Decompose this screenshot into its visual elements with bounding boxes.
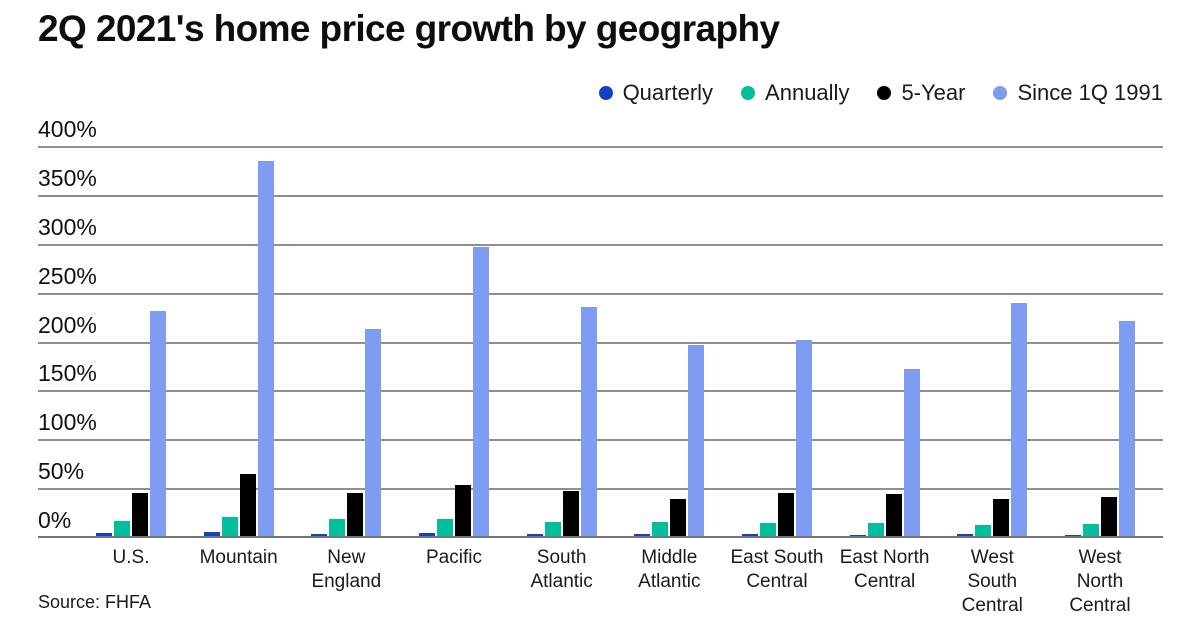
bar-annually-middle-atlantic [652,521,669,538]
y-tick-label-50: 50% [38,458,85,485]
legend-label-quarterly: Quarterly [622,80,714,105]
y-tick-label-350: 350% [38,164,97,191]
legend-dot-5-year [877,86,892,100]
x-tick-label-west-south-central: West South Central [961,547,1023,616]
x-tick-label-u-s: U.S. [112,547,150,568]
x-tick-label-middle-atlantic: Middle Atlantic [638,547,701,592]
bar-annually-east-north-central [867,522,884,538]
legend-label-5-year: 5-Year [901,80,966,105]
y-tick-label-300: 300% [38,213,97,240]
legend-label-annually: Annually [765,80,850,105]
bar-since-1q-1991-east-north-central [903,368,920,538]
y-tick-label-150: 150% [38,360,97,387]
gridline-400 [38,146,1163,148]
gridline-200 [38,341,1163,344]
bar-since-1q-1991-middle-atlantic [688,345,705,538]
plot-area: 0% 50% 100% 150% 200% 250% 300% 350% 400% U.S. Mou… [38,118,1163,616]
x-tick-label-west-north-central: West North Central [1069,547,1131,616]
x-tick-label-pacific: Pacific [425,547,482,568]
bar-since-1q-1991-west-north-central [1118,321,1135,538]
bar-since-1q-1991-west-south-central [1011,303,1028,538]
gridline-300 [38,243,1163,246]
bar-since-1q-1991-south-atlantic [580,307,597,538]
gridline-0 [38,536,1163,538]
bar-annually-pacific [436,518,453,538]
y-tick-label-200: 200% [38,311,97,338]
chart-legend: Quarterly Annually 5-Year Since 1Q 1991 [598,80,1163,106]
bar-5-year-mountain [239,473,256,538]
bar-annually-west-south-central [975,524,992,538]
y-tick-label-100: 100% [38,409,97,436]
x-tick-label-new-england: New England [311,547,382,592]
legend-label-since-1q-1991: Since 1Q 1991 [1017,80,1163,105]
x-tick-label-mountain: Mountain [199,547,278,568]
bar-5-year-new-england [347,493,364,538]
legend-item-since-1q-1991: Since 1Q 1991 [993,80,1163,106]
bar-since-1q-1991-east-south-central [795,339,812,538]
bar-since-1q-1991-pacific [472,246,489,538]
bar-annually-u-s [114,521,130,538]
x-tick-label-south-atlantic: South Atlantic [530,547,593,592]
y-tick-label-0: 0% [38,507,72,533]
bar-5-year-pacific [454,485,471,538]
bar-annually-west-north-central [1082,523,1099,538]
bar-annually-south-atlantic [544,521,561,538]
x-tick-label-east-south-central: East South Central [730,547,824,592]
bar-quarterly-middle-atlantic [634,533,651,538]
bar-5-year-u-s [132,493,148,538]
legend-dot-annually [741,86,756,100]
x-tick-label-east-north-central: East North Central [839,547,930,592]
bar-5-year-west-south-central [993,498,1010,538]
legend-item-quarterly: Quarterly [598,80,714,106]
bar-5-year-middle-atlantic [670,498,687,538]
gridline-50 [38,488,1163,491]
y-tick-label-250: 250% [38,262,97,289]
bar-quarterly-east-south-central [741,533,758,538]
bar-5-year-south-atlantic [562,491,579,538]
bar-quarterly-new-england [311,533,328,538]
legend-dot-quarterly [598,86,613,100]
gridline-250 [38,292,1163,295]
gridline-350 [38,194,1163,197]
gridline-150 [38,390,1163,393]
bar-since-1q-1991-new-england [365,328,382,538]
bar-5-year-west-north-central [1100,496,1117,538]
bar-annually-new-england [329,519,346,538]
bar-annually-mountain [221,516,238,538]
bar-quarterly-pacific [418,533,435,538]
legend-dot-since-1q-1991 [993,86,1008,100]
y-tick-label-400: 400% [38,116,97,142]
legend-item-annually: Annually [741,80,849,106]
bar-annually-east-south-central [759,522,776,538]
bar-quarterly-mountain [203,531,220,538]
bar-since-1q-1991-mountain [257,160,274,538]
bar-since-1q-1991-u-s [150,311,166,538]
gridline-100 [38,439,1163,442]
bar-quarterly-south-atlantic [526,533,543,538]
bar-quarterly-u-s [96,533,112,538]
legend-item-5-year: 5-Year [877,80,965,106]
bar-5-year-east-north-central [885,494,902,538]
source-note: Source: FHFA [38,592,152,612]
bar-5-year-east-south-central [777,493,794,538]
chart-title: 2Q 2021's home price growth by geography [38,8,780,49]
